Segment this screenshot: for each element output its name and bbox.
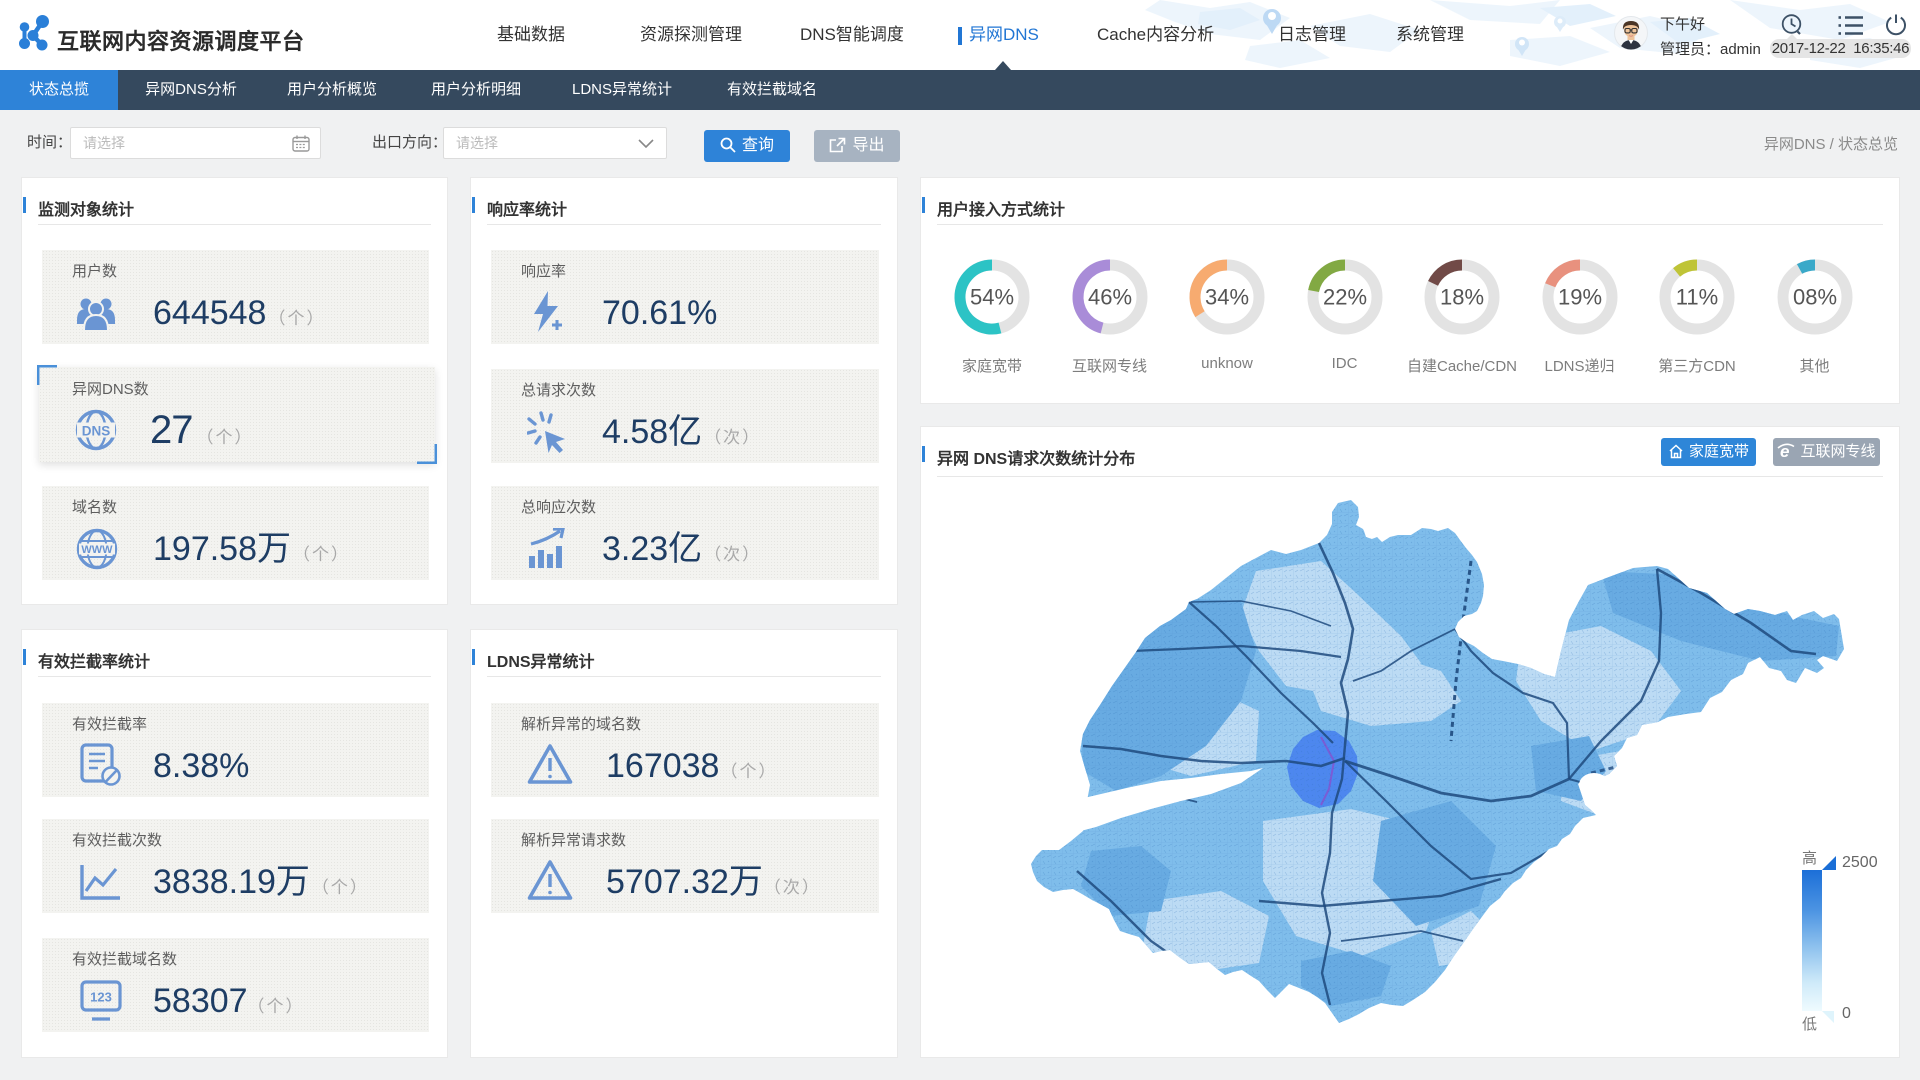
svg-text:18%: 18% <box>1440 285 1484 310</box>
svg-text:08%: 08% <box>1792 285 1836 310</box>
svg-text:19%: 19% <box>1557 285 1601 310</box>
svg-text:WWW: WWW <box>81 544 113 556</box>
svg-text:e: e <box>1780 443 1789 459</box>
svg-text:DNS: DNS <box>82 424 111 439</box>
svg-text:22%: 22% <box>1322 285 1366 310</box>
svg-text:34%: 34% <box>1205 285 1249 310</box>
svg-text:11%: 11% <box>1676 285 1718 310</box>
svg-text:123: 123 <box>90 990 112 1005</box>
svg-text:54%: 54% <box>970 285 1014 310</box>
svg-text:46%: 46% <box>1087 285 1131 310</box>
